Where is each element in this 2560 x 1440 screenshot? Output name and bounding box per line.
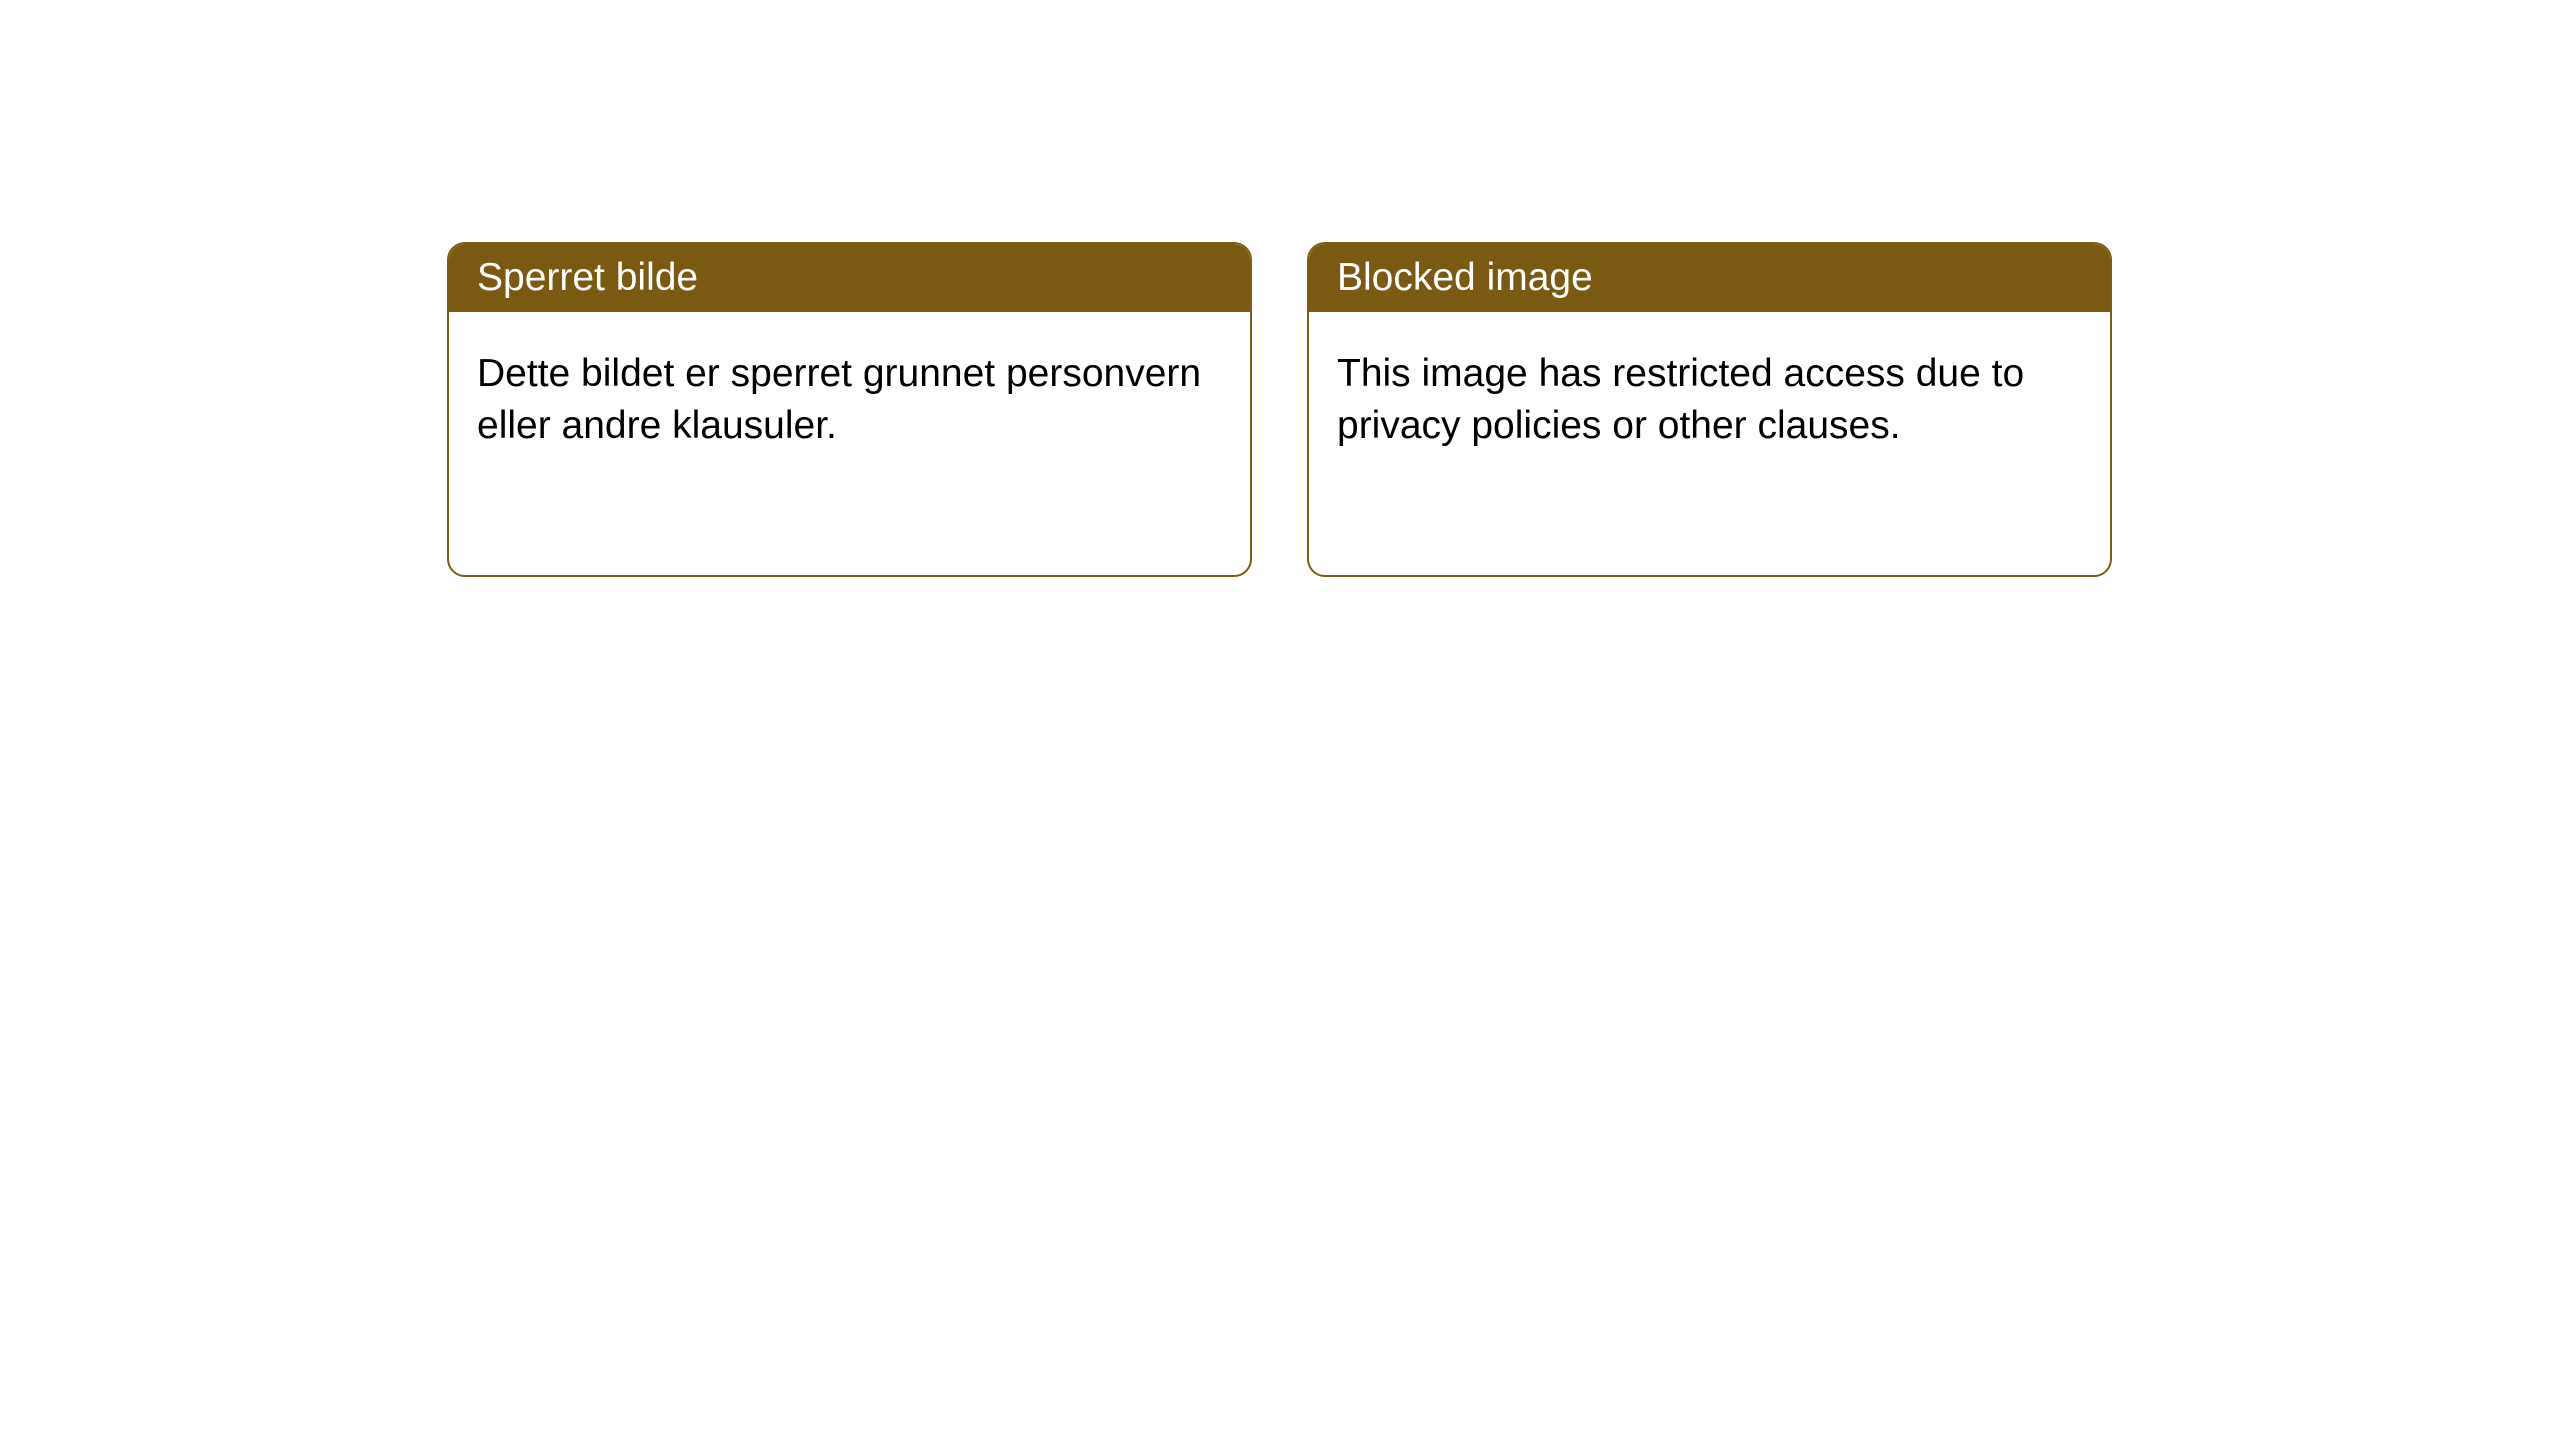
notice-title: Sperret bilde <box>449 244 1250 312</box>
notice-card-norwegian: Sperret bilde Dette bildet er sperret gr… <box>447 242 1252 577</box>
notice-body: Dette bildet er sperret grunnet personve… <box>449 312 1250 480</box>
notice-cards-row: Sperret bilde Dette bildet er sperret gr… <box>0 0 2560 577</box>
notice-card-english: Blocked image This image has restricted … <box>1307 242 2112 577</box>
notice-title: Blocked image <box>1309 244 2110 312</box>
notice-body: This image has restricted access due to … <box>1309 312 2110 480</box>
